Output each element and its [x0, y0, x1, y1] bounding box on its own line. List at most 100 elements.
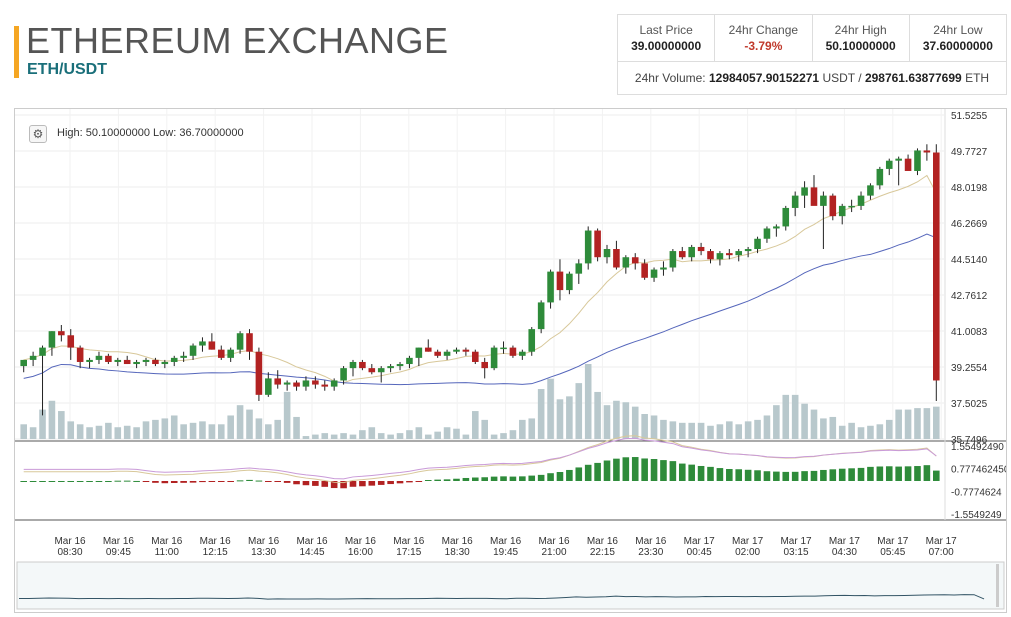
volume-usdt-value: 12984057.90152271 [708, 71, 820, 85]
volume-bar [735, 424, 743, 439]
volume-bar [105, 422, 112, 439]
time-tick-date: Mar 16 [345, 536, 377, 547]
macd-histogram-bar [396, 481, 404, 484]
volume-bar [29, 427, 37, 439]
volume-bar [490, 434, 498, 439]
candle-body [67, 335, 75, 348]
candle-body [472, 351, 479, 362]
time-tick-date: Mar 16 [200, 536, 232, 547]
macd-line [23, 435, 937, 484]
candle-body [387, 366, 394, 369]
candle-body [829, 195, 837, 217]
page-title: ETHEREUM EXCHANGE [26, 20, 449, 61]
macd-histogram-bar [443, 479, 451, 481]
macd-histogram-bar [810, 470, 818, 481]
volume-bar [848, 422, 855, 439]
macd-histogram-bar [133, 480, 140, 482]
volume-bar [528, 418, 536, 439]
candle-body [39, 347, 46, 356]
macd-histogram-bar [472, 477, 479, 481]
candle-body [255, 351, 263, 395]
candle-body [105, 355, 112, 362]
volume-bar [396, 433, 404, 439]
volume-bar [321, 433, 329, 439]
macd-histogram-bar [67, 481, 75, 482]
volume-bar [472, 411, 479, 439]
macd-histogram-bar [876, 466, 884, 481]
candle-body [716, 253, 724, 260]
candle-body [556, 271, 564, 291]
price-chart[interactable]: 51.5255 49.7727 48.0198 46.2669 44.5140 42.76… [14, 108, 1007, 613]
macd-histogram-bar [726, 469, 733, 481]
candle-body [481, 361, 488, 369]
volume-bar [142, 421, 150, 439]
candle-body [152, 359, 159, 365]
time-tick-date: Mar 17 [684, 536, 716, 547]
volume-bar [76, 424, 84, 439]
time-tick-date: Mar 16 [54, 536, 86, 547]
time-tick-time: 03:15 [783, 547, 808, 558]
volume-bar [801, 403, 808, 439]
candle-body [293, 382, 300, 387]
volume-summary: 24hr Volume: 12984057.90152271 USDT / 29… [618, 62, 1006, 85]
time-tick-time: 21:00 [541, 547, 566, 558]
volume-bar [838, 425, 846, 439]
chart-high-text: High: 50.10000000 [57, 127, 150, 139]
macd-histogram-bar [519, 476, 526, 481]
candle-body [519, 351, 526, 356]
candle-body [820, 195, 827, 206]
stat-24hr-change: 24hr Change -3.79% [715, 15, 813, 61]
macd-histogram-bar [255, 480, 263, 482]
candle-body [660, 267, 667, 270]
volume-bar [434, 431, 441, 439]
volume-bar [754, 419, 761, 439]
macd-histogram-bar [650, 459, 658, 481]
candle-body [895, 158, 902, 161]
macd-histogram-bar [885, 466, 893, 481]
macd-histogram-bar [208, 481, 216, 482]
volume-bar [726, 421, 733, 439]
macd-histogram-bar [340, 481, 347, 489]
price-tick-label: 49.7727 [951, 147, 988, 158]
gear-icon[interactable]: ⚙ [29, 125, 47, 143]
volume-bar [189, 422, 197, 439]
macd-histogram-bar [114, 480, 122, 482]
macd-tick-label: 1.55492490 [951, 442, 1004, 453]
volume-bar [424, 434, 432, 439]
macd-histogram-bar [838, 468, 846, 481]
candle-body [415, 347, 423, 358]
macd-histogram-bar [368, 481, 376, 486]
volume-bar [330, 434, 338, 439]
candle-body [876, 168, 884, 186]
volume-bar [763, 415, 771, 439]
candle-body [283, 382, 291, 385]
last-price-value: 39.00000000 [631, 39, 702, 53]
volume-bar [359, 430, 366, 439]
low-value: 37.60000000 [922, 39, 993, 53]
macd-histogram-bar [509, 476, 517, 481]
candle-body [170, 357, 178, 362]
volume-bar [933, 406, 940, 439]
macd-histogram-bar [76, 481, 84, 482]
stat-24hr-low: 24hr Low 37.60000000 [910, 15, 1006, 61]
chart-canvas[interactable]: 51.5255 49.7727 48.0198 46.2669 44.5140 42.76… [15, 109, 1006, 612]
volume-bar [867, 425, 874, 439]
macd-histogram-bar [123, 480, 131, 482]
candle-body [424, 347, 432, 352]
candle-body [838, 205, 846, 217]
macd-histogram-bar [236, 480, 244, 482]
time-tick-time: 13:30 [251, 547, 276, 558]
macd-histogram-bar [584, 464, 592, 481]
volume-bar [283, 391, 291, 439]
change-value: -3.79% [744, 39, 783, 53]
volume-label: 24hr Volume: [634, 71, 706, 85]
candle-body [443, 351, 451, 356]
candle-body [236, 333, 244, 350]
volume-bar [678, 422, 686, 439]
navigator-handle [996, 564, 999, 607]
volume-bar [744, 421, 752, 439]
volume-bar [622, 402, 630, 439]
volume-bar [227, 415, 234, 439]
time-tick-time: 19:45 [493, 547, 518, 558]
macd-histogram-bar [48, 481, 56, 482]
